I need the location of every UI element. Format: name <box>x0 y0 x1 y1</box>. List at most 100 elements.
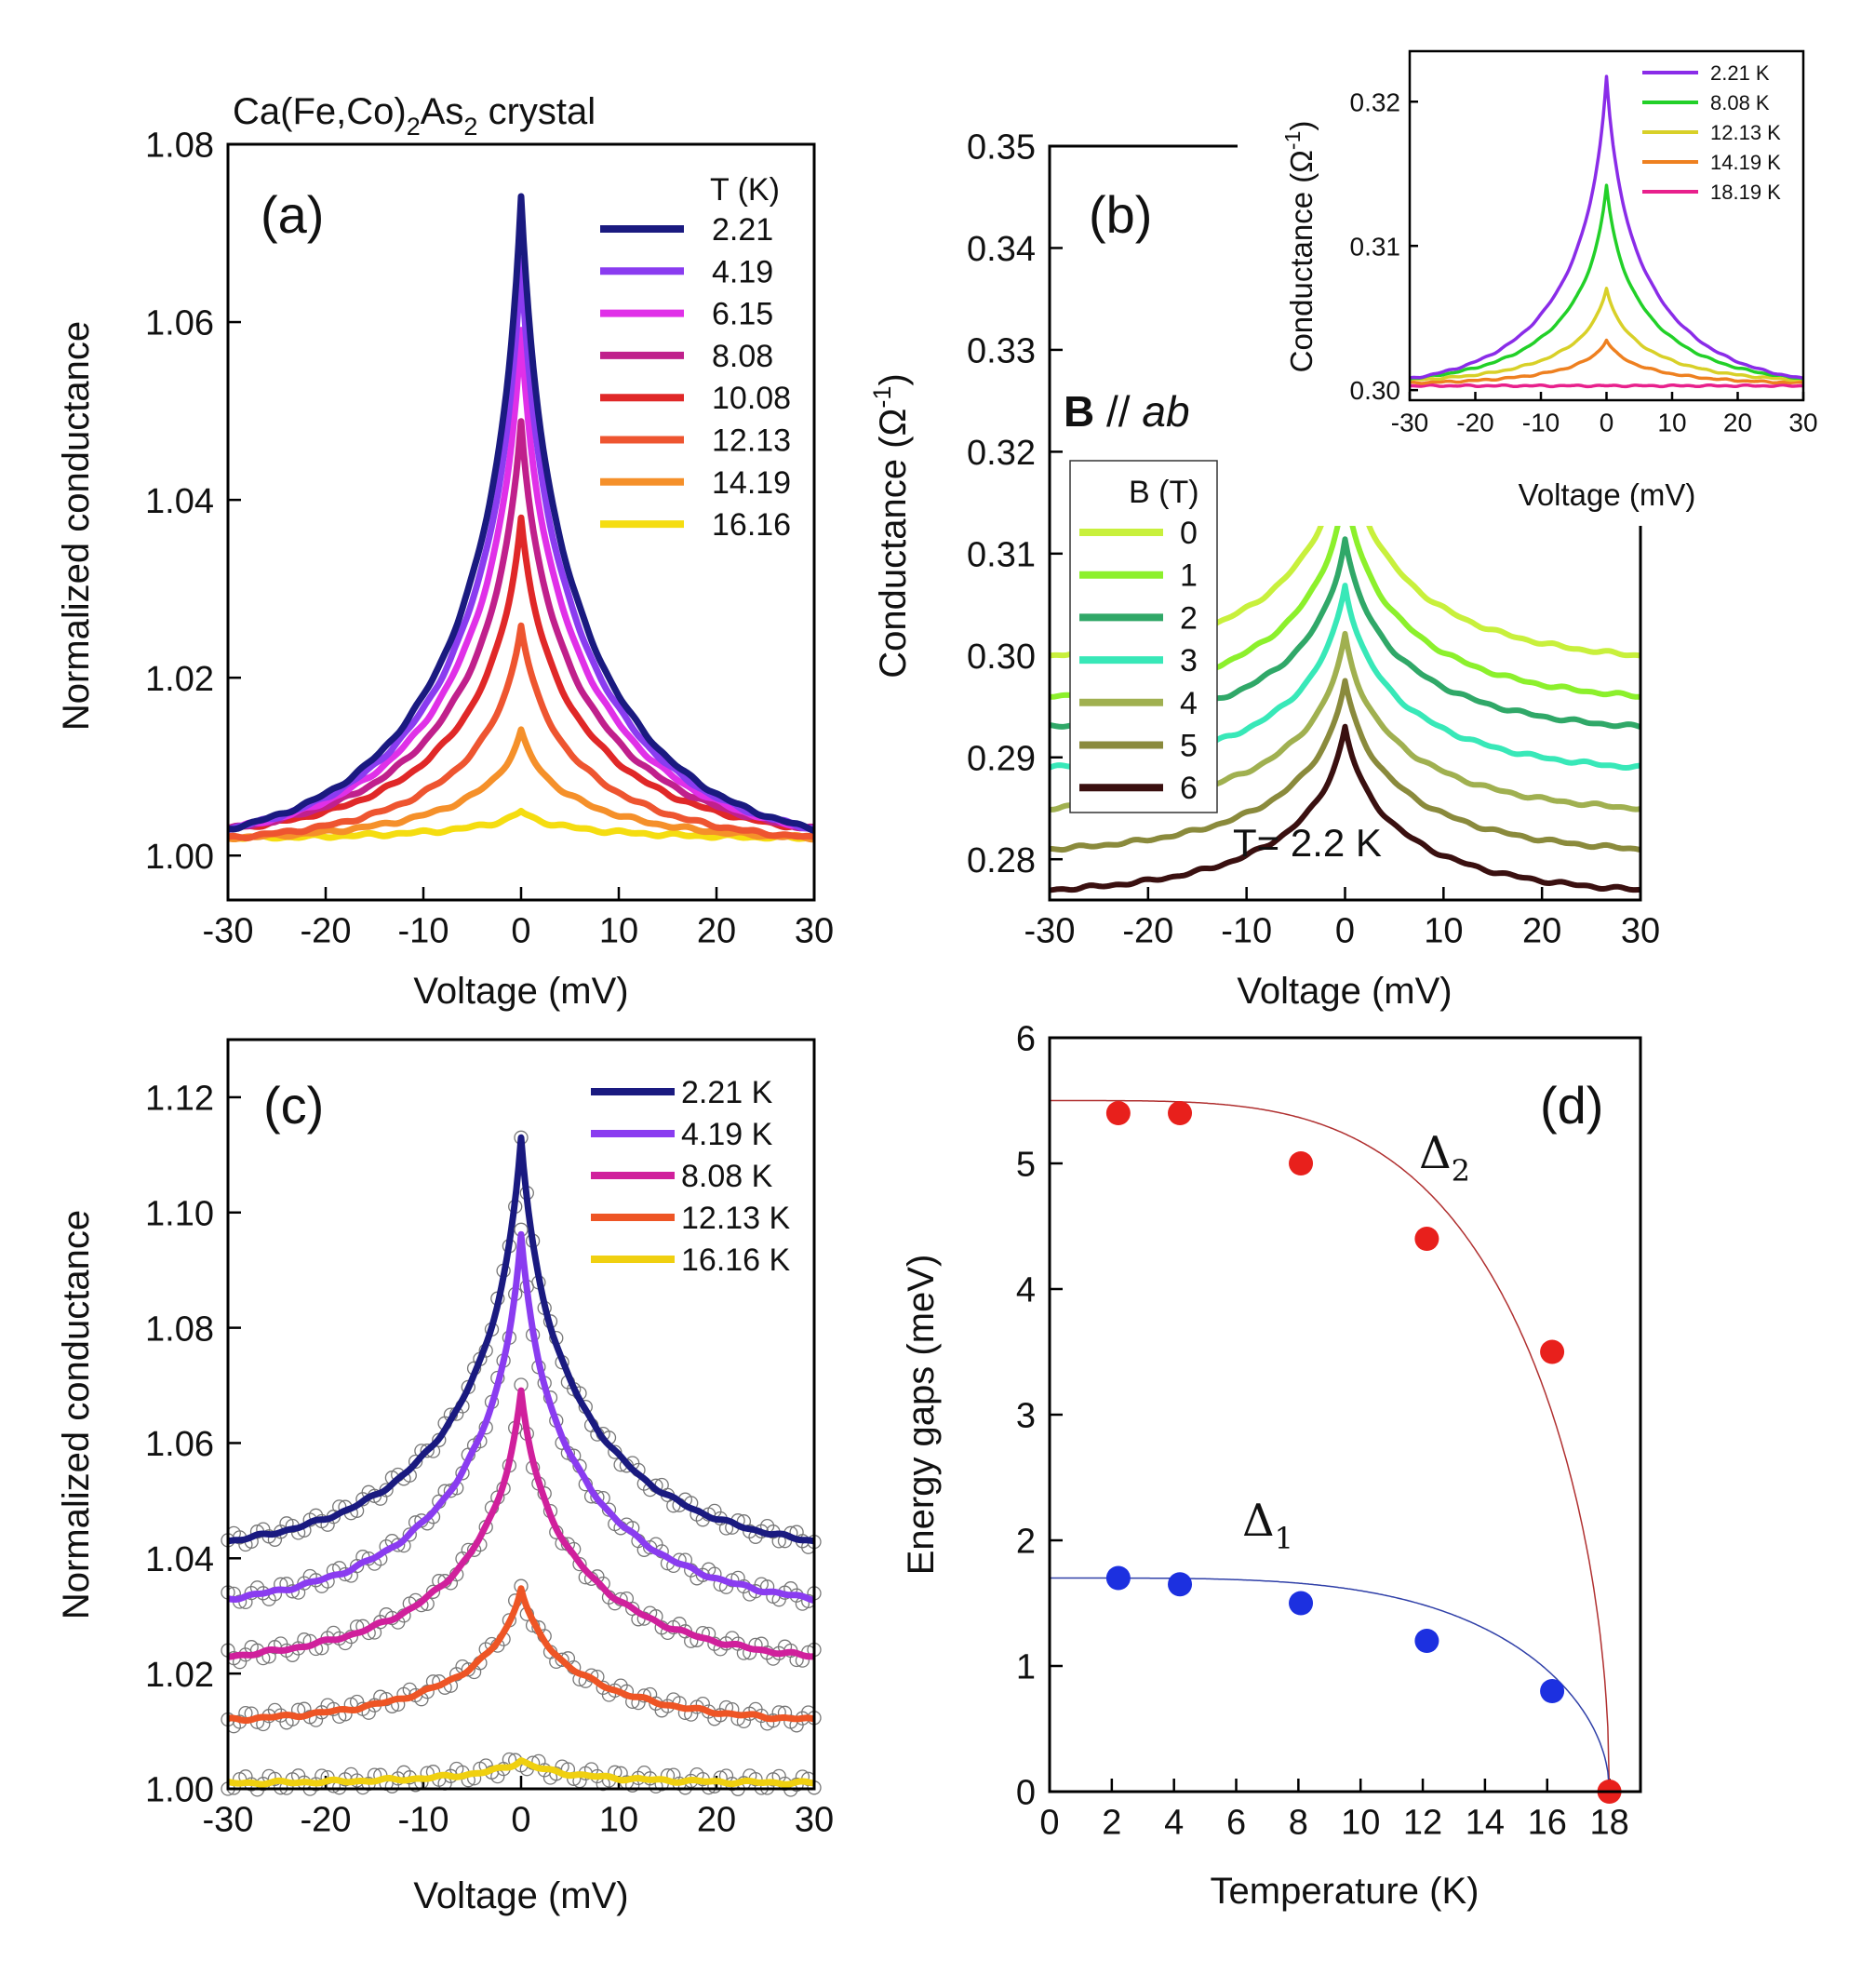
d-data-point <box>1540 1339 1565 1364</box>
inset-xtick-label: 30 <box>1788 409 1817 437</box>
b-xtick-label: 10 <box>1424 912 1463 951</box>
inset-xtick-label: -10 <box>1522 409 1560 437</box>
inset-frame <box>1408 49 1805 402</box>
b-xtick-label: -10 <box>1221 912 1272 951</box>
c-xtick-label: -10 <box>398 1801 449 1840</box>
legend-inset-item: 12.13 K <box>1710 121 1781 144</box>
a-xtick-label: -30 <box>203 912 254 951</box>
panel-c: -30 -20 -10 0 10 20 30 1.00 1.02 1.04 1.06 1.08 1.10… <box>56 1038 834 1916</box>
inset-series-line <box>1409 338 1804 385</box>
d-ytick-label: 1 <box>1016 1648 1036 1687</box>
d-xtick-label: 2 <box>1102 1804 1121 1843</box>
a-ytick-label: 1.08 <box>145 127 214 166</box>
figure-title: Ca(Fe,Co)2As2 crystal <box>233 91 596 141</box>
c-series-line <box>227 1134 815 1545</box>
c-xtick-label: 0 <box>511 1801 530 1840</box>
a-series-line <box>226 256 815 834</box>
a-ytick-label: 1.00 <box>145 838 214 877</box>
c-series-line <box>227 1585 815 1725</box>
legend-a-item: 4.19 <box>712 254 773 289</box>
d-ytick-label: 0 <box>1016 1774 1036 1813</box>
d-data-point <box>1414 1227 1439 1251</box>
legend-c-item: 12.13 K <box>681 1201 791 1236</box>
panel-c-xlabel: Voltage (mV) <box>413 1875 628 1916</box>
inset-xtick-label: -30 <box>1391 409 1428 437</box>
plot-a: -30 -20 -10 0 10 20 30 1.00 1.02 1.04 1.06 1.08 <box>145 127 834 951</box>
c-ytick-label: 1.10 <box>145 1194 214 1233</box>
d-data-point <box>1168 1101 1193 1125</box>
a-series-line <box>227 622 815 841</box>
c-ytick-label: 1.06 <box>145 1425 214 1464</box>
d-ytick-label: 5 <box>1016 1146 1036 1185</box>
b-series-line <box>1049 678 1641 853</box>
c-data-point <box>402 1527 417 1542</box>
b-ytick-label: 0.33 <box>967 332 1036 371</box>
inset-xtick-label: 10 <box>1657 409 1686 437</box>
b-ytick-label: 0.30 <box>967 638 1036 677</box>
panel-b-xlabel: Voltage (mV) <box>1237 971 1452 1012</box>
legend-b-item: 4 <box>1180 686 1198 721</box>
legend-inset-item: 2.21 K <box>1710 61 1770 85</box>
plot-c-frame <box>226 1038 816 1791</box>
legend-inset: 2.21 K 8.08 K 12.13 K 14.19 K 18.19 K <box>1642 61 1781 204</box>
b-xtick-label: 20 <box>1522 912 1561 951</box>
legend-a-item: 6.15 <box>712 297 773 332</box>
a-xtick-label: 0 <box>511 912 530 951</box>
legend-inset-item: 8.08 K <box>1710 91 1770 114</box>
c-xtick-label: -30 <box>203 1801 254 1840</box>
b-ytick-label: 0.29 <box>967 739 1036 778</box>
legend-b: 0 1 2 3 4 5 6 <box>1079 516 1198 806</box>
d-xtick-label: 10 <box>1341 1804 1380 1843</box>
legend-c-item: 2.21 K <box>681 1075 773 1110</box>
c-ytick-label: 1.02 <box>145 1656 214 1695</box>
legend-b-item: 3 <box>1180 643 1198 678</box>
inset-xtick-label: 20 <box>1723 409 1752 437</box>
a-series-line <box>226 418 815 832</box>
legend-a-item: 2.21 <box>712 212 773 248</box>
a-xtick-label: 10 <box>599 912 638 951</box>
b-xtick-label: 0 <box>1335 912 1355 951</box>
panel-a: Ca(Fe,Co)2As2 crystal -30 -20 -10 0 10 20 30 1.… <box>56 91 834 1012</box>
d-xtick-label: 6 <box>1226 1804 1246 1843</box>
inset-ytick-label: 0.30 <box>1350 376 1401 405</box>
d-xtick-label: 8 <box>1289 1804 1308 1843</box>
legend-b-item: 2 <box>1180 600 1198 636</box>
a-xtick-label: 30 <box>795 912 834 951</box>
c-series-line <box>227 1387 815 1660</box>
d-ytick-label: 6 <box>1016 1020 1036 1059</box>
a-series-line <box>227 514 815 833</box>
legend-c-item: 16.16 K <box>681 1242 791 1278</box>
legend-a-title: T (K) <box>710 172 780 208</box>
panel-a-xlabel: Voltage (mV) <box>413 971 628 1012</box>
plot-b-inset: -30 -20 -10 0 10 20 30 0.30 0.31 0.32 <box>1350 74 1818 437</box>
c-ytick-label: 1.08 <box>145 1310 214 1349</box>
inset-series-line <box>1409 287 1804 383</box>
d-xtick-label: 18 <box>1589 1804 1628 1843</box>
b-xtick-label: 30 <box>1621 912 1660 951</box>
a-xtick-label: -20 <box>301 912 352 951</box>
a-series-line <box>227 193 816 834</box>
d-data-point <box>1289 1591 1314 1616</box>
legend-a-item: 14.19 <box>712 465 791 501</box>
d-data-point <box>1168 1572 1193 1597</box>
b-ytick-label: 0.28 <box>967 841 1036 880</box>
legend-a-item: 10.08 <box>712 381 791 416</box>
b-ytick-label: 0.35 <box>967 128 1036 168</box>
c-xtick-label: 20 <box>697 1801 736 1840</box>
legend-a-item: 16.16 <box>712 507 791 543</box>
d-xtick-label: 12 <box>1403 1804 1442 1843</box>
b-xtick-label: -30 <box>1024 912 1076 951</box>
d-ytick-label: 2 <box>1016 1523 1036 1562</box>
c-data-point <box>555 1652 569 1667</box>
a-ytick-label: 1.06 <box>145 304 214 343</box>
d-ytick-label: 3 <box>1016 1397 1036 1436</box>
inset-ylabel: Conductance (Ω-1) <box>1280 121 1319 373</box>
c-ytick-label: 1.04 <box>145 1540 214 1579</box>
legend-a-item: 8.08 <box>712 339 773 374</box>
panel-a-ylabel: Normalized conductance <box>56 321 97 731</box>
d-data-point <box>1540 1679 1565 1703</box>
legend-b-item: 0 <box>1180 516 1198 551</box>
a-xtick-label: 20 <box>697 912 736 951</box>
field-label: B // ab <box>1064 387 1190 436</box>
